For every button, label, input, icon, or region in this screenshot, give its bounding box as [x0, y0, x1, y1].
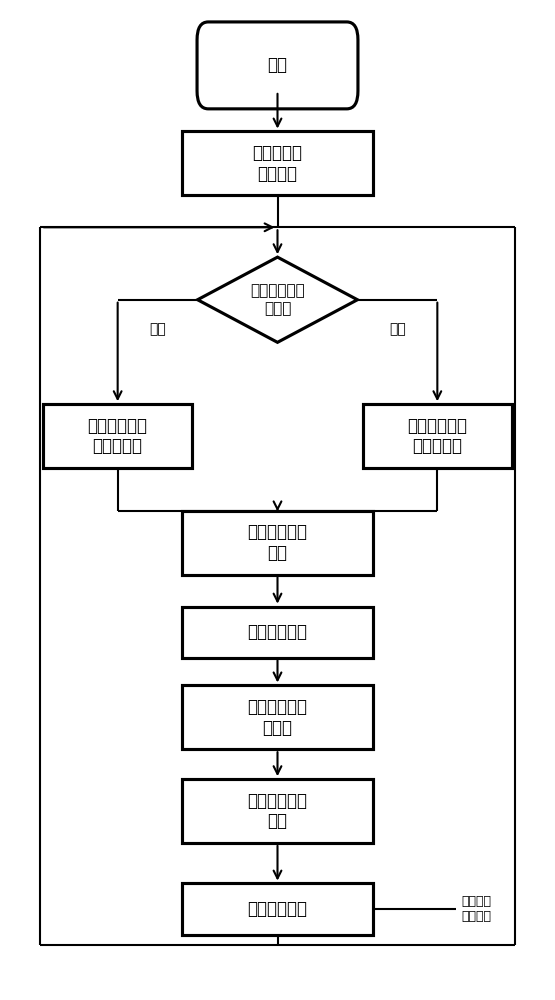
Bar — [363, 404, 512, 468]
Bar — [181, 779, 374, 843]
Text: 判读探测器响
应幅值: 判读探测器响 应幅值 — [250, 284, 305, 316]
Text: 相同方向调节
正弦波周期: 相同方向调节 正弦波周期 — [88, 417, 148, 455]
Text: 晶振频率调节: 晶振频率调节 — [248, 900, 307, 918]
Bar — [181, 511, 374, 575]
Bar — [43, 404, 192, 468]
Text: 解算控制电压
误差: 解算控制电压 误差 — [248, 792, 307, 830]
FancyBboxPatch shape — [197, 22, 358, 109]
Text: 变大: 变大 — [389, 323, 406, 337]
Text: 相反方向调节
正弦波周期: 相反方向调节 正弦波周期 — [407, 417, 467, 455]
Text: 渡越时间动态
锁定: 渡越时间动态 锁定 — [248, 523, 307, 562]
Text: 开始: 开始 — [268, 56, 287, 74]
Bar — [181, 883, 374, 935]
Text: 正弦波周期
单向调节: 正弦波周期 单向调节 — [253, 144, 302, 183]
Bar — [181, 131, 374, 195]
Text: 调制波形
周期随动: 调制波形 周期随动 — [461, 895, 491, 923]
Text: 变小: 变小 — [149, 323, 166, 337]
Polygon shape — [198, 257, 357, 342]
Text: 控制电路分频
值设定: 控制电路分频 值设定 — [248, 698, 307, 737]
Bar — [181, 607, 374, 658]
Bar — [181, 685, 374, 749]
Text: 平均滤波结果: 平均滤波结果 — [248, 623, 307, 641]
